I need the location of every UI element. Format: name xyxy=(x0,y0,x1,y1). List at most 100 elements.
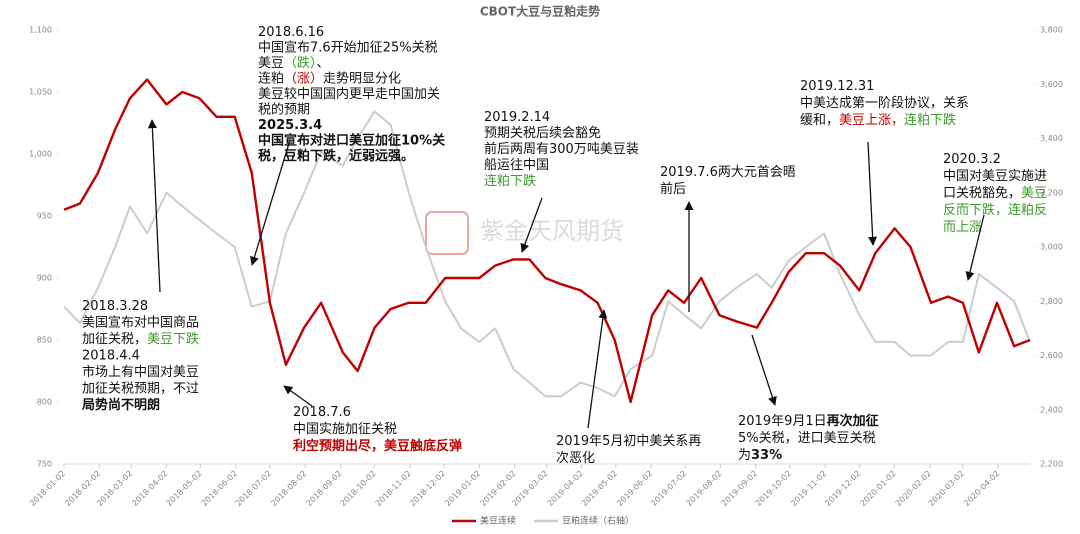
annotation-line: 美豆较中国国内更早走中国加关 xyxy=(258,86,440,102)
annotation-line: 中美达成第一阶段协议，关系 xyxy=(800,96,969,111)
y-tick-label: 850 xyxy=(37,336,52,345)
x-tick-label: 2018-07-02 xyxy=(234,469,273,508)
annotation-line: 2018.7.6 xyxy=(293,405,351,420)
annotation-text: 、 xyxy=(317,56,330,71)
annotation-line: 加征关税预期，不过 xyxy=(82,381,199,396)
annotation-line: 2020.3.2 xyxy=(943,152,1001,167)
annotation-line: 预期关税后续会豁免 xyxy=(484,125,601,141)
annotation-line: 美国宣布对中国商品 xyxy=(82,314,199,330)
annotation-line: 2019年5月初中美关系再 xyxy=(556,434,701,449)
watermark-text: 紫金天风期货 xyxy=(480,217,624,245)
annotation-text: 加征关税预期，不过 xyxy=(82,381,199,396)
annotation-line: 次恶化 xyxy=(556,450,595,466)
annotation-text: 缓和， xyxy=(800,113,839,128)
annotation-line: 税，豆粕下跌，近弱远强。 xyxy=(258,148,414,164)
legend: 美豆连续 豆粕连续（右轴） xyxy=(452,515,634,527)
y2-tick-label: 3,000 xyxy=(1040,243,1063,252)
x-tick-label: 2019-08-02 xyxy=(684,469,723,508)
x-tick-label: 2019-10-02 xyxy=(754,469,793,508)
annotation-text: 预期关税后续会豁免 xyxy=(484,125,601,141)
legend-label: 美豆连续 xyxy=(480,515,516,527)
annotation-text: 连粕 xyxy=(258,70,284,86)
annotation-line: 2019.7.6两大元首会晤 xyxy=(660,165,796,180)
y-tick-label: 800 xyxy=(37,398,52,407)
annotation-text: 反而下跌，连粕反 xyxy=(943,202,1047,218)
annotation-line: 中国实施加征关税 xyxy=(293,422,397,437)
annotation-text: 再次加征 xyxy=(827,413,879,429)
x-tick-label: 2018-12-02 xyxy=(408,469,447,508)
annotation-text: 前后两周有300万吨美豆装 xyxy=(484,141,639,157)
x-tick-label: 2019-05-02 xyxy=(580,469,619,508)
watermark: 紫金天风期货 xyxy=(425,211,624,255)
x-tick-label: 2020-04-02 xyxy=(962,469,1001,508)
annotation-text: 前后 xyxy=(660,181,686,197)
annotation-text: 美豆 xyxy=(258,56,284,71)
x-tick-label: 2020-01-02 xyxy=(859,469,898,508)
x-tick-label: 2019-12-02 xyxy=(823,469,862,508)
annotation-line: 市场上有中国对美豆 xyxy=(82,364,199,380)
annotation-line: 中国宣布对进口美豆加征10%关 xyxy=(258,132,445,148)
y2-tick-label: 2,600 xyxy=(1040,351,1063,360)
series-line xyxy=(63,78,1031,404)
annotation-line: 2018.3.28 xyxy=(82,299,148,314)
annotation-line: 连粕（涨）走势明显分化 xyxy=(258,70,401,86)
annotation-line: 2019年9月1日再次加征 xyxy=(738,413,879,429)
annotation-line: 2019.12.31 xyxy=(800,79,874,94)
annotation-text: 2025.3.4 xyxy=(258,118,322,133)
annotation-line: 口关税豁免，美豆 xyxy=(943,185,1047,201)
annotation-text: 2018.7.6 xyxy=(293,405,351,420)
annotation-line: 中国对美豆实施进 xyxy=(943,169,1047,184)
annotation-text: 口关税豁免， xyxy=(943,185,1021,201)
annotation-text: 走势明显分化 xyxy=(323,70,401,86)
annotation-text: 中国对美豆实施进 xyxy=(943,169,1047,184)
annotation-text: 2018.6.16 xyxy=(258,25,324,40)
annotation-text: 2018.4.4 xyxy=(82,348,140,363)
annotation-line: 中国宣布7.6开始加征25%关税 xyxy=(258,39,438,55)
x-tick-label: 2018-01-02 xyxy=(28,469,67,508)
annotation-line: 2018.6.16 xyxy=(258,25,324,40)
annotation-text: 中国宣布对进口美豆加征10%关 xyxy=(258,132,445,148)
annotation-text: （涨） xyxy=(284,71,323,86)
annotation-text: 税的预期 xyxy=(258,101,310,117)
annotation-text: 而上涨 xyxy=(943,220,982,235)
annotation-line: 美豆（跌）、 xyxy=(258,55,330,71)
annotation-line: 2019.2.14 xyxy=(484,110,550,125)
annotation-line: 前后 xyxy=(660,181,686,197)
y-tick-label: 950 xyxy=(37,212,52,221)
annotation-text: 次恶化 xyxy=(556,450,595,466)
x-tick-label: 2019-01-02 xyxy=(443,469,482,508)
annotation-text: 加征关税， xyxy=(82,332,147,347)
annotation-line: 局势尚不明朗 xyxy=(82,397,160,413)
annotation-text: 2020.3.2 xyxy=(943,152,1001,167)
annotation-line: 而上涨 xyxy=(943,220,982,235)
annotation-line: 连粕下跌 xyxy=(484,173,536,189)
annotation-text: 2019.2.14 xyxy=(484,110,550,125)
x-tick-label: 2018-10-02 xyxy=(339,469,378,508)
annotation-text: 船运往中国 xyxy=(484,158,549,173)
annotation-text: （跌） xyxy=(284,55,317,71)
legend-label: 豆粕连续（右轴） xyxy=(562,515,634,527)
series-line xyxy=(63,110,1031,398)
y2-tick-label: 3,200 xyxy=(1040,188,1063,197)
annotation-line: 缓和，美豆上涨，连粕下跌 xyxy=(800,112,956,128)
x-tick-label: 2018-05-02 xyxy=(164,469,203,508)
annotation-text: 利空预期出尽，美豆触底反弹 xyxy=(293,438,462,454)
annotation-text: 市场上有中国对美豆 xyxy=(82,364,199,380)
annotation-line: 船运往中国 xyxy=(484,158,549,173)
annotation-text: 中美达成第一阶段协议，关系 xyxy=(800,96,969,111)
annotation-text: 2019年5月初中美关系再 xyxy=(556,434,701,449)
x-tick-label: 2019-07-02 xyxy=(649,469,688,508)
y2-tick-label: 2,200 xyxy=(1040,460,1063,469)
y-tick-label: 750 xyxy=(37,460,52,469)
y-tick-label: 1,100 xyxy=(29,26,52,35)
x-tick-label: 2018-08-02 xyxy=(269,469,308,508)
annotation-line: 前后两周有300万吨美豆装 xyxy=(484,141,639,157)
annotation-line: 反而下跌，连粕反 xyxy=(943,202,1047,218)
annotation-line: 税的预期 xyxy=(258,101,310,117)
annotation-line: 利空预期出尽，美豆触底反弹 xyxy=(293,438,462,454)
annotation-text: 2019年9月1日 xyxy=(738,414,827,429)
annotation-text: 连粕下跌 xyxy=(904,112,956,128)
arrows xyxy=(147,119,985,429)
annotation-text: 33% xyxy=(751,448,782,463)
